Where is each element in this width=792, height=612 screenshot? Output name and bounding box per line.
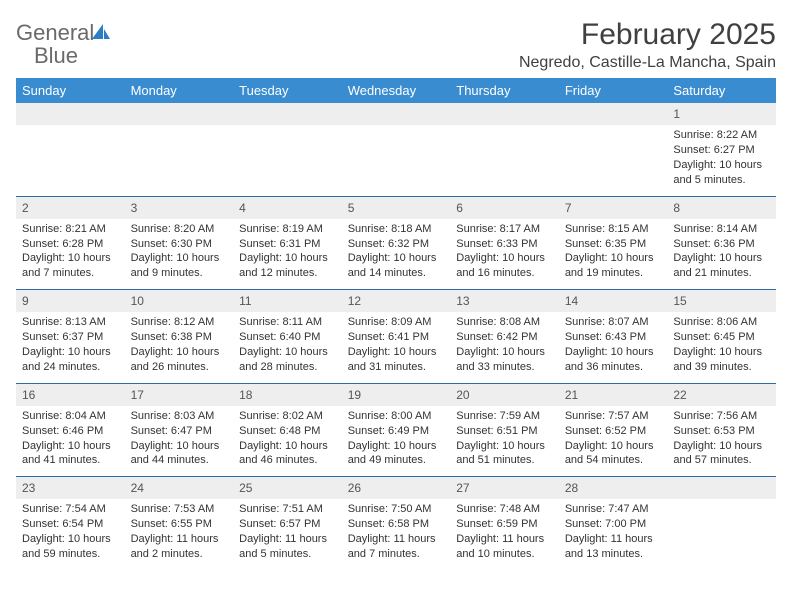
day-number: 27 <box>450 477 559 500</box>
day-number <box>667 477 776 500</box>
title-block: February 2025 Negredo, Castille-La Manch… <box>519 18 776 72</box>
weekday-header: Wednesday <box>342 78 451 103</box>
day-number-row: 1 <box>16 103 776 125</box>
day-number: 11 <box>233 290 342 313</box>
day-number: 6 <box>450 196 559 219</box>
day-cell: Sunrise: 8:11 AM Sunset: 6:40 PM Dayligh… <box>233 312 342 383</box>
calendar-table: Sunday Monday Tuesday Wednesday Thursday… <box>16 78 776 570</box>
day-cell: Sunrise: 8:17 AM Sunset: 6:33 PM Dayligh… <box>450 219 559 290</box>
day-cell <box>450 125 559 196</box>
day-cell: Sunrise: 8:08 AM Sunset: 6:42 PM Dayligh… <box>450 312 559 383</box>
day-number: 12 <box>342 290 451 313</box>
day-content-row: Sunrise: 7:54 AM Sunset: 6:54 PM Dayligh… <box>16 499 776 569</box>
day-cell: Sunrise: 8:20 AM Sunset: 6:30 PM Dayligh… <box>125 219 234 290</box>
day-number: 22 <box>667 383 776 406</box>
day-number <box>125 103 234 125</box>
day-number <box>450 103 559 125</box>
day-number: 25 <box>233 477 342 500</box>
day-number-row: 232425262728 <box>16 477 776 500</box>
day-cell: Sunrise: 8:02 AM Sunset: 6:48 PM Dayligh… <box>233 406 342 477</box>
day-cell: Sunrise: 8:22 AM Sunset: 6:27 PM Dayligh… <box>667 125 776 196</box>
day-cell: Sunrise: 8:14 AM Sunset: 6:36 PM Dayligh… <box>667 219 776 290</box>
day-number: 18 <box>233 383 342 406</box>
day-cell: Sunrise: 7:51 AM Sunset: 6:57 PM Dayligh… <box>233 499 342 569</box>
day-cell: Sunrise: 7:54 AM Sunset: 6:54 PM Dayligh… <box>16 499 125 569</box>
day-number <box>16 103 125 125</box>
weekday-header-row: Sunday Monday Tuesday Wednesday Thursday… <box>16 78 776 103</box>
day-cell: Sunrise: 8:21 AM Sunset: 6:28 PM Dayligh… <box>16 219 125 290</box>
day-number: 23 <box>16 477 125 500</box>
day-cell: Sunrise: 8:06 AM Sunset: 6:45 PM Dayligh… <box>667 312 776 383</box>
day-number: 2 <box>16 196 125 219</box>
day-number-row: 16171819202122 <box>16 383 776 406</box>
page-title: February 2025 <box>519 18 776 52</box>
day-cell: Sunrise: 7:57 AM Sunset: 6:52 PM Dayligh… <box>559 406 668 477</box>
day-number: 19 <box>342 383 451 406</box>
day-cell: Sunrise: 7:48 AM Sunset: 6:59 PM Dayligh… <box>450 499 559 569</box>
weekday-header: Saturday <box>667 78 776 103</box>
day-number: 14 <box>559 290 668 313</box>
day-cell <box>667 499 776 569</box>
day-cell <box>16 125 125 196</box>
day-number: 24 <box>125 477 234 500</box>
day-cell: Sunrise: 8:12 AM Sunset: 6:38 PM Dayligh… <box>125 312 234 383</box>
day-number-row: 2345678 <box>16 196 776 219</box>
day-number <box>342 103 451 125</box>
day-number <box>233 103 342 125</box>
day-number: 7 <box>559 196 668 219</box>
logo-word-1: General <box>16 20 94 45</box>
day-content-row: Sunrise: 8:04 AM Sunset: 6:46 PM Dayligh… <box>16 406 776 477</box>
day-number <box>559 103 668 125</box>
day-content-row: Sunrise: 8:22 AM Sunset: 6:27 PM Dayligh… <box>16 125 776 196</box>
day-cell: Sunrise: 8:07 AM Sunset: 6:43 PM Dayligh… <box>559 312 668 383</box>
day-cell: Sunrise: 8:13 AM Sunset: 6:37 PM Dayligh… <box>16 312 125 383</box>
day-number: 4 <box>233 196 342 219</box>
day-number: 21 <box>559 383 668 406</box>
day-cell: Sunrise: 8:09 AM Sunset: 6:41 PM Dayligh… <box>342 312 451 383</box>
weekday-header: Thursday <box>450 78 559 103</box>
weekday-header: Sunday <box>16 78 125 103</box>
day-cell: Sunrise: 7:53 AM Sunset: 6:55 PM Dayligh… <box>125 499 234 569</box>
day-number: 28 <box>559 477 668 500</box>
logo: General Blue <box>16 18 110 68</box>
day-number: 16 <box>16 383 125 406</box>
day-number: 5 <box>342 196 451 219</box>
day-cell: Sunrise: 7:50 AM Sunset: 6:58 PM Dayligh… <box>342 499 451 569</box>
day-cell: Sunrise: 8:00 AM Sunset: 6:49 PM Dayligh… <box>342 406 451 477</box>
calendar-body: 1Sunrise: 8:22 AM Sunset: 6:27 PM Daylig… <box>16 103 776 570</box>
day-number: 13 <box>450 290 559 313</box>
day-number: 1 <box>667 103 776 125</box>
weekday-header: Tuesday <box>233 78 342 103</box>
logo-word-2: Blue <box>34 43 78 68</box>
day-number: 15 <box>667 290 776 313</box>
sail-icon <box>92 27 110 44</box>
day-content-row: Sunrise: 8:21 AM Sunset: 6:28 PM Dayligh… <box>16 219 776 290</box>
day-cell <box>342 125 451 196</box>
day-number: 26 <box>342 477 451 500</box>
day-number: 9 <box>16 290 125 313</box>
header: General Blue February 2025 Negredo, Cast… <box>16 18 776 72</box>
day-cell: Sunrise: 7:59 AM Sunset: 6:51 PM Dayligh… <box>450 406 559 477</box>
logo-text: General Blue <box>16 22 110 68</box>
day-number: 10 <box>125 290 234 313</box>
day-cell <box>233 125 342 196</box>
day-number-row: 9101112131415 <box>16 290 776 313</box>
day-cell: Sunrise: 7:47 AM Sunset: 7:00 PM Dayligh… <box>559 499 668 569</box>
day-cell: Sunrise: 8:18 AM Sunset: 6:32 PM Dayligh… <box>342 219 451 290</box>
day-cell <box>559 125 668 196</box>
day-cell: Sunrise: 8:15 AM Sunset: 6:35 PM Dayligh… <box>559 219 668 290</box>
day-number: 20 <box>450 383 559 406</box>
day-cell: Sunrise: 7:56 AM Sunset: 6:53 PM Dayligh… <box>667 406 776 477</box>
day-cell: Sunrise: 8:04 AM Sunset: 6:46 PM Dayligh… <box>16 406 125 477</box>
day-cell <box>125 125 234 196</box>
day-number: 8 <box>667 196 776 219</box>
location-text: Negredo, Castille-La Mancha, Spain <box>519 54 776 72</box>
day-number: 17 <box>125 383 234 406</box>
weekday-header: Friday <box>559 78 668 103</box>
day-content-row: Sunrise: 8:13 AM Sunset: 6:37 PM Dayligh… <box>16 312 776 383</box>
day-cell: Sunrise: 8:19 AM Sunset: 6:31 PM Dayligh… <box>233 219 342 290</box>
day-cell: Sunrise: 8:03 AM Sunset: 6:47 PM Dayligh… <box>125 406 234 477</box>
weekday-header: Monday <box>125 78 234 103</box>
day-number: 3 <box>125 196 234 219</box>
